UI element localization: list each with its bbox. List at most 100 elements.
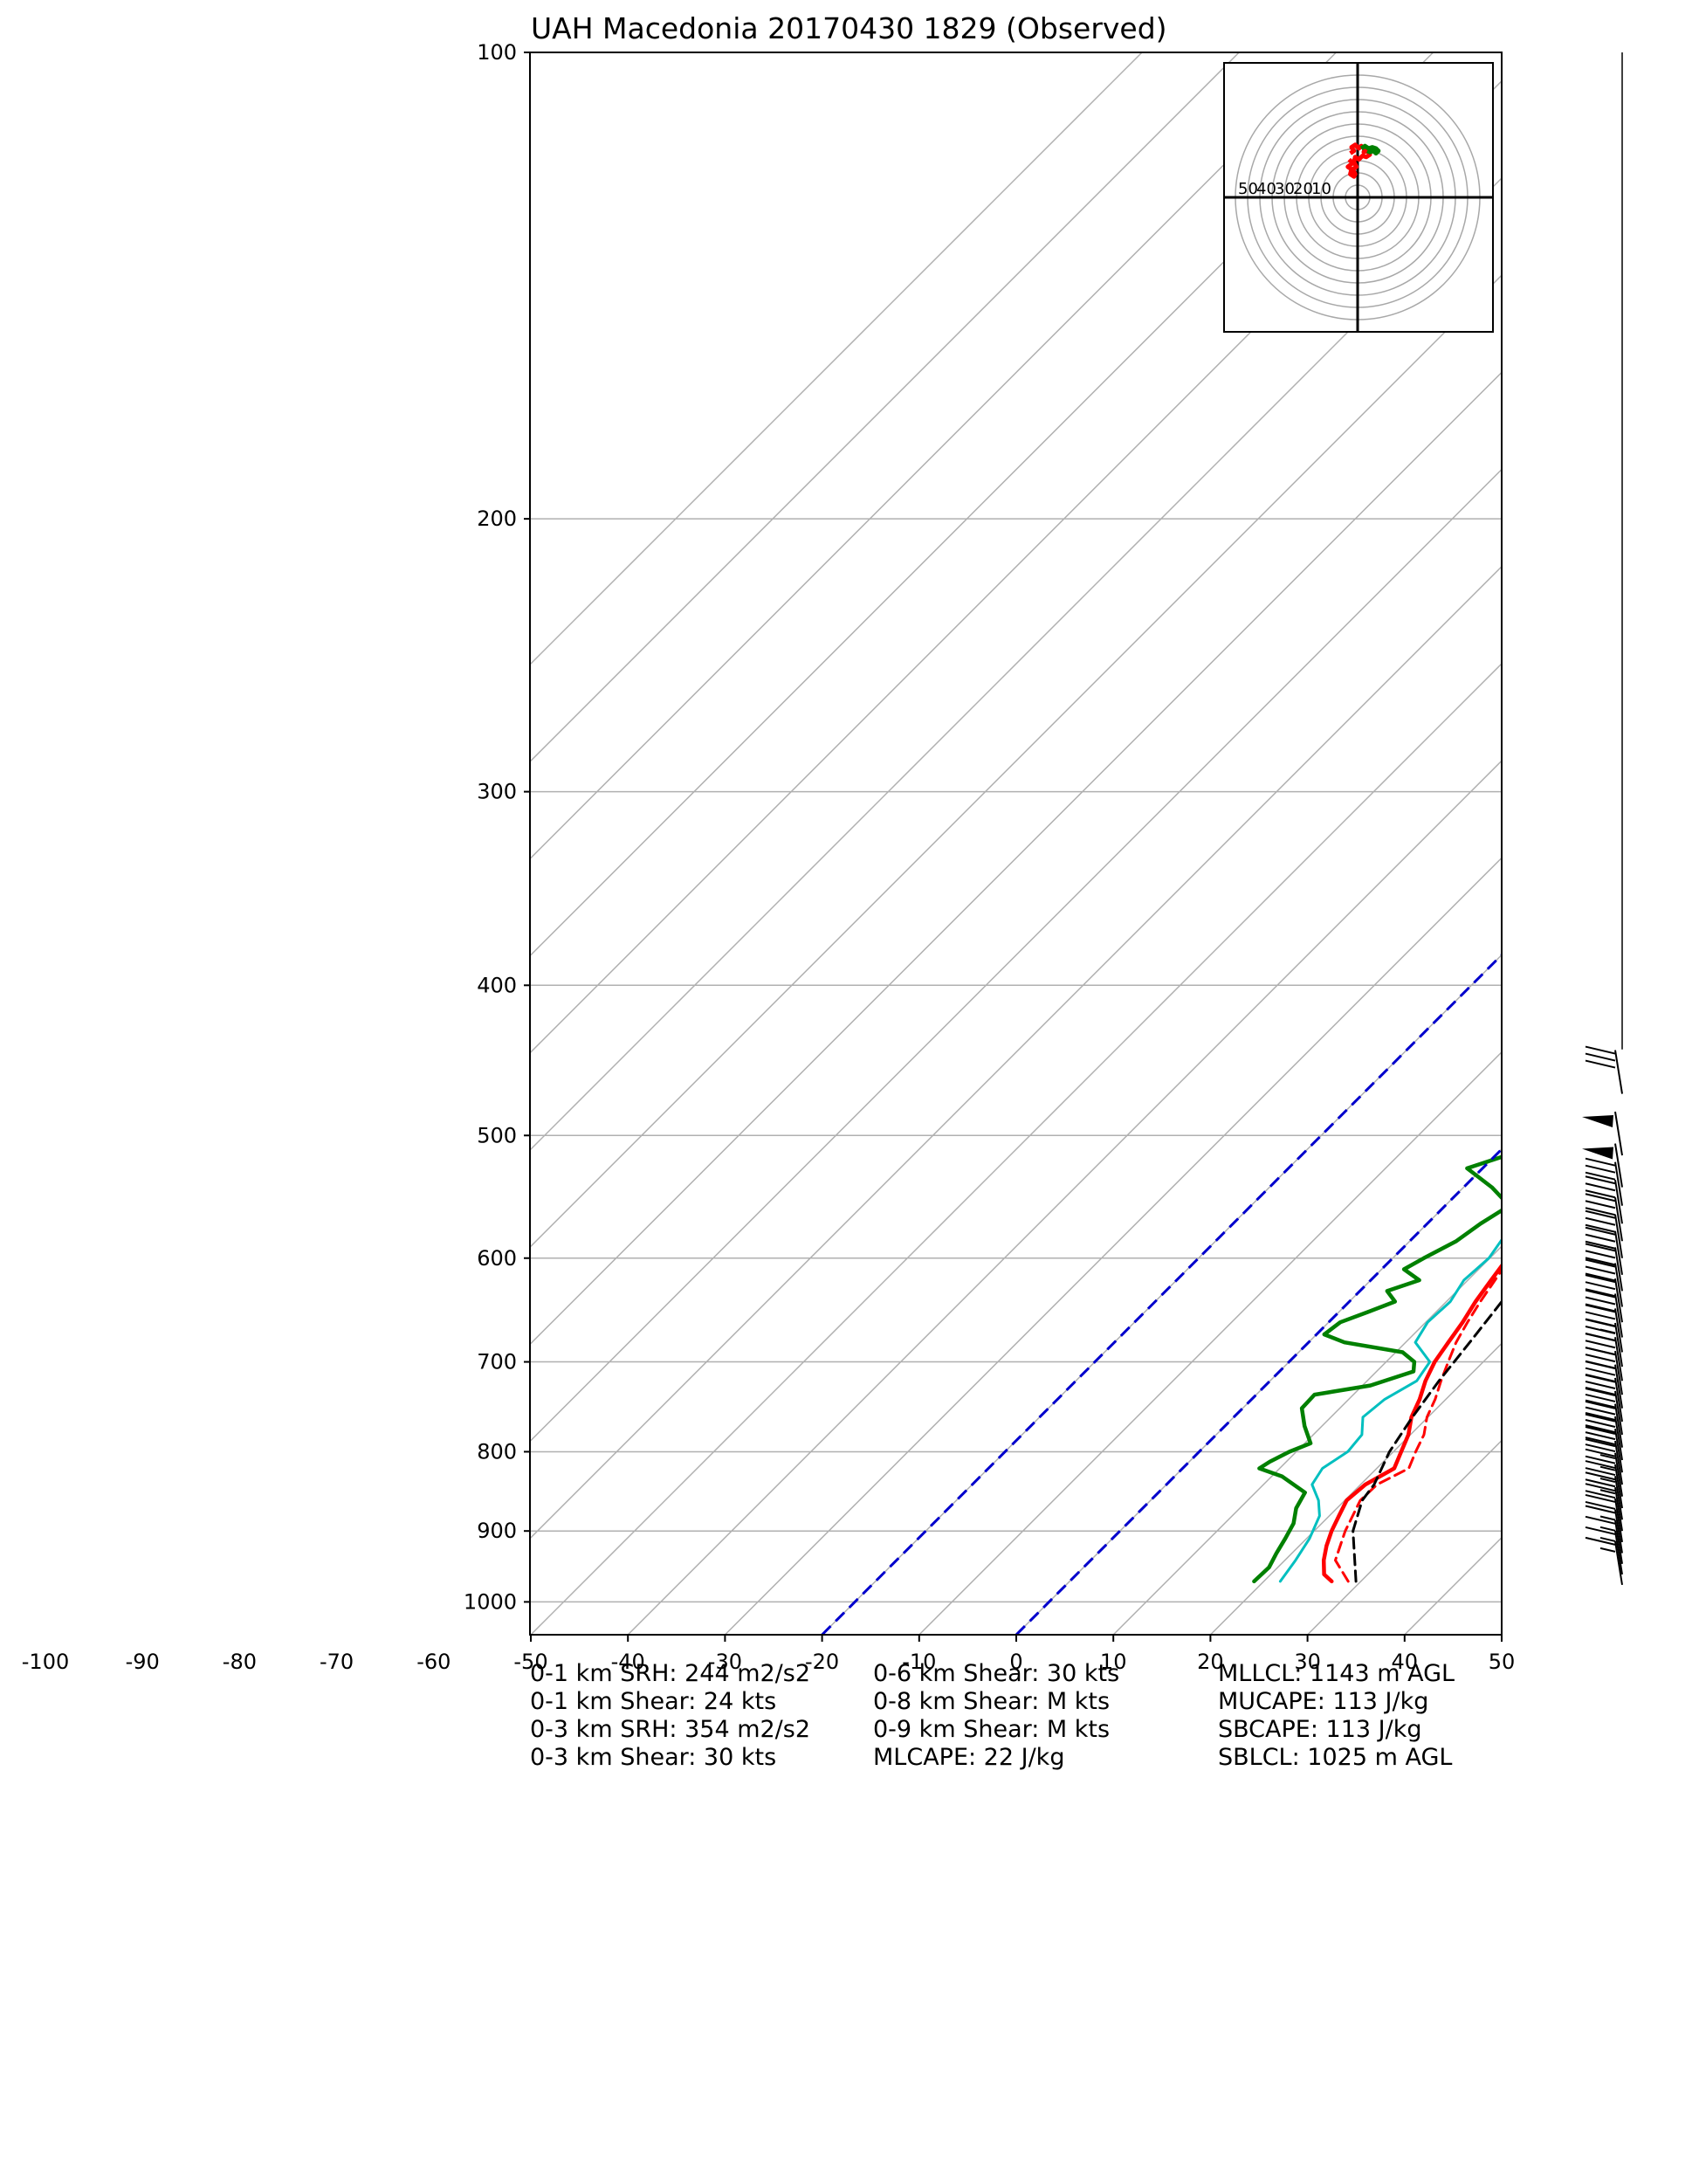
stat-line: 0-3 km SRH: 354 m2/s2 (530, 1716, 810, 1743)
x-tick-label: -100 (22, 1650, 69, 1674)
wind-barb (1585, 1157, 1623, 1206)
isotherm-gridline (530, 52, 1240, 763)
x-tick-label: 10 (1100, 1650, 1127, 1674)
y-tick-label: 1000 (464, 1589, 517, 1614)
wind-barb-half (1599, 1465, 1616, 1471)
hodograph-ring-label: 20 (1293, 180, 1313, 198)
wind-barb-full (1585, 1399, 1616, 1409)
y-tick-label: 500 (477, 1123, 517, 1147)
highlight-isotherm-line (821, 953, 1502, 1635)
isotherm-gridline (627, 760, 1502, 1635)
wind-barb-full (1585, 1431, 1616, 1441)
x-tick-label: 30 (1294, 1650, 1321, 1674)
wind-barb-full (1585, 1189, 1616, 1199)
wind-barb-full (1585, 1448, 1616, 1457)
wind-barb-full (1585, 1272, 1616, 1282)
isotherm-gridline (1209, 1342, 1502, 1635)
wind-barb-staff (1614, 1263, 1623, 1307)
temperature-line (1321, 1262, 1502, 1584)
isotherm-gridline (530, 565, 1502, 1540)
stat-line: SBCAPE: 113 J/kg (1218, 1716, 1421, 1743)
isotherm-gridline (530, 52, 1434, 957)
x-tick-label: 40 (1392, 1650, 1419, 1674)
wind-barb-full (1585, 1500, 1616, 1510)
wind-barb-staff (1614, 1230, 1623, 1275)
wind-barb-full (1585, 1175, 1616, 1185)
x-tick-label: -20 (805, 1650, 839, 1674)
wind-barb-full (1585, 1493, 1616, 1503)
wind-barb-full (1585, 1426, 1616, 1435)
wind-barb-full (1585, 1515, 1616, 1525)
wind-barb-pennant (1582, 1115, 1613, 1128)
wind-barb (1585, 1243, 1623, 1292)
isotherm-gridline (530, 662, 1502, 1635)
wind-barb-staff (1614, 1464, 1623, 1509)
wind-barb (1582, 1111, 1623, 1156)
wind-barb-staff (1614, 1452, 1623, 1497)
wind-barb-full (1585, 1257, 1616, 1266)
wind-barb-staff (1614, 1519, 1623, 1564)
y-tick-label: 400 (477, 973, 517, 997)
wind-barb (1585, 1289, 1623, 1338)
wind-barb (1585, 1412, 1623, 1461)
wind-barb-full (1585, 1281, 1616, 1291)
wind-barb (1585, 1386, 1623, 1436)
stat-line: SBLCL: 1025 m AGL (1218, 1744, 1452, 1771)
wind-barb-full (1585, 1526, 1616, 1535)
wind-barb-full (1585, 1490, 1616, 1499)
wind-barb-full (1585, 1413, 1616, 1423)
wind-barb-staff (1614, 1390, 1623, 1436)
stat-line: 0-8 km Shear: M kts (873, 1688, 1110, 1715)
isotherm-gridline (530, 52, 1143, 666)
wind-barb-staff (1614, 1377, 1623, 1423)
wind-barb-staff (1614, 1350, 1623, 1395)
wind-barb-staff (1614, 1440, 1623, 1485)
wind-barb-full (1585, 1443, 1616, 1453)
wind-barb (1585, 1536, 1623, 1586)
wind-barb-full (1585, 1374, 1616, 1383)
wind-barb-full (1585, 1258, 1616, 1268)
wind-barb-full (1585, 1250, 1616, 1259)
wind-barb (1585, 1045, 1623, 1094)
wind-barb (1585, 1448, 1623, 1497)
wind-barb-staff (1614, 1161, 1623, 1206)
wind-barb-staff (1614, 1364, 1623, 1409)
wind-barb-staff (1614, 1530, 1623, 1575)
wind-barb-staff (1614, 1487, 1623, 1532)
wind-barb-full (1585, 1412, 1616, 1421)
wind-barb-full (1585, 1505, 1616, 1514)
hodograph-green-trace (1359, 143, 1381, 156)
wind-barb-staff (1614, 1278, 1623, 1323)
wind-barb-full (1585, 1478, 1616, 1488)
wind-barb-full (1585, 1182, 1616, 1192)
stat-line: MLLCL: 1143 m AGL (1218, 1660, 1455, 1687)
wind-barb-full (1585, 1157, 1616, 1167)
wind-barb (1585, 1226, 1623, 1275)
wind-barb-full (1585, 1164, 1616, 1174)
wind-barb (1582, 1143, 1623, 1188)
wind-barb-full (1585, 1367, 1616, 1376)
wind-barb-full (1585, 1052, 1616, 1062)
wind-barb (1585, 1258, 1623, 1307)
wind-barb-staff (1614, 1540, 1623, 1586)
stat-line: 0-3 km Shear: 30 kts (530, 1744, 776, 1771)
wind-barb-pennant (1582, 1147, 1613, 1160)
wind-barb-staff (1614, 1197, 1623, 1242)
hodograph-ring-label: 50 (1238, 180, 1258, 198)
wind-barb-half (1599, 1328, 1616, 1334)
wind-barb-full (1585, 1386, 1616, 1395)
isotherm-gridline (1112, 1245, 1502, 1635)
wind-barb-staff (1614, 1111, 1623, 1156)
wind-barb-full (1585, 1340, 1616, 1349)
y-tick-label: 600 (477, 1246, 517, 1271)
x-tick-label: 0 (1009, 1650, 1022, 1674)
wind-barb-full (1585, 1380, 1616, 1389)
hodograph-ring-label: 10 (1311, 180, 1331, 198)
wind-barb-full (1585, 1419, 1616, 1428)
x-tick-label: -70 (320, 1650, 354, 1674)
wetbulb-line (1278, 1237, 1502, 1583)
wind-barb-staff (1614, 1247, 1623, 1292)
highlight-isotherm-line (1015, 1147, 1502, 1635)
